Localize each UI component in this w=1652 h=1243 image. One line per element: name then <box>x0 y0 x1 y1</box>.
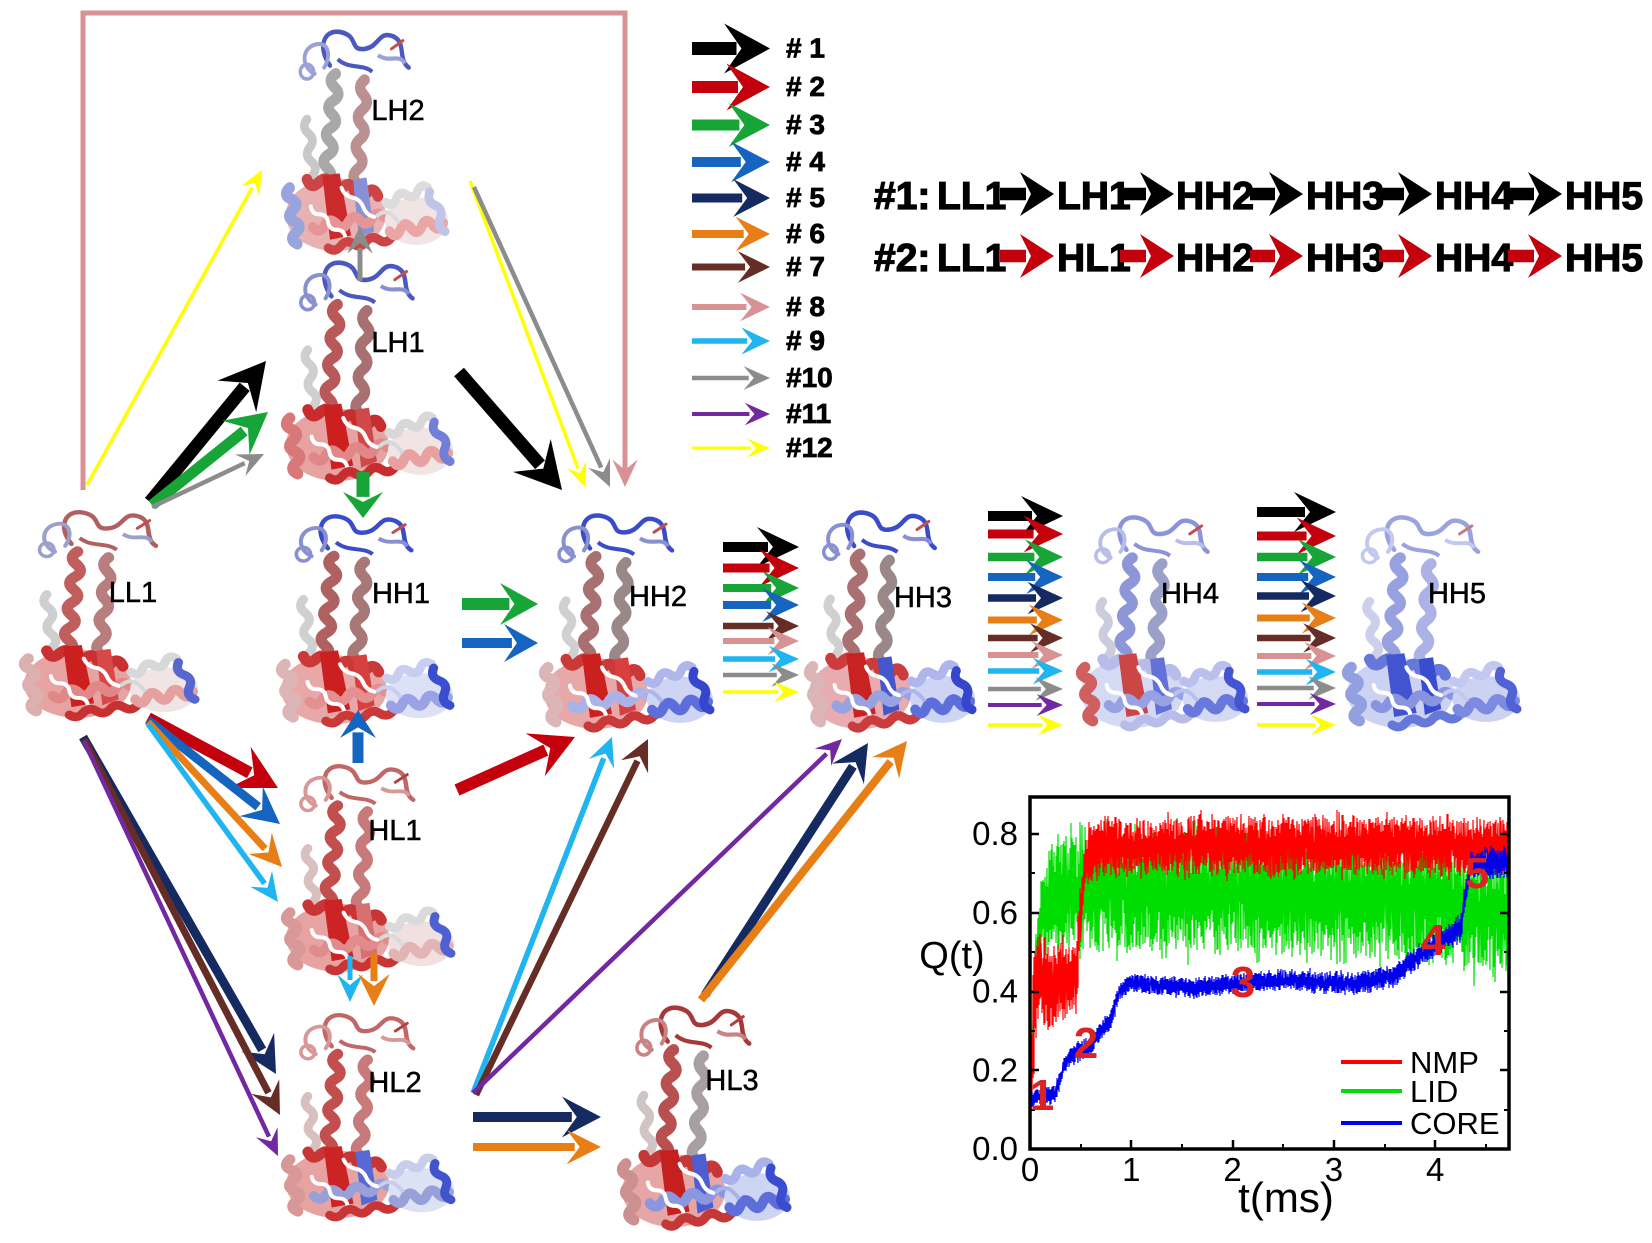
svg-text:HH2: HH2 <box>1176 237 1254 280</box>
svg-text:HH1: HH1 <box>372 578 430 610</box>
svg-text:#1:: #1: <box>874 175 930 218</box>
svg-text:0.8: 0.8 <box>972 815 1018 852</box>
svg-text:# 2: # 2 <box>786 71 825 102</box>
svg-text:HH2: HH2 <box>629 581 687 613</box>
svg-text:#12: #12 <box>786 432 833 463</box>
svg-text:LH1: LH1 <box>371 327 424 359</box>
svg-text:HH5: HH5 <box>1565 237 1643 280</box>
svg-text:LH2: LH2 <box>371 95 424 127</box>
svg-text:HH5: HH5 <box>1428 578 1486 610</box>
svg-text:Q(t): Q(t) <box>919 935 984 977</box>
svg-text:HH5: HH5 <box>1565 175 1643 218</box>
svg-text:4: 4 <box>1421 916 1446 965</box>
svg-text:1: 1 <box>1122 1151 1140 1188</box>
svg-text:HH4: HH4 <box>1435 175 1513 218</box>
svg-text:LL1: LL1 <box>109 577 157 609</box>
svg-text:HL3: HL3 <box>705 1065 758 1097</box>
svg-text:# 1: # 1 <box>786 33 825 64</box>
svg-text:HL1: HL1 <box>1057 237 1131 280</box>
svg-text:# 5: # 5 <box>786 182 825 213</box>
svg-text:HL2: HL2 <box>368 1067 421 1099</box>
svg-text:2: 2 <box>1223 1151 1241 1188</box>
svg-text:0: 0 <box>1021 1151 1039 1188</box>
svg-text:3: 3 <box>1325 1151 1343 1188</box>
svg-text:t(ms): t(ms) <box>1238 1174 1334 1221</box>
svg-text:# 8: # 8 <box>786 291 825 322</box>
svg-text:# 7: # 7 <box>786 251 825 282</box>
svg-text:0.4: 0.4 <box>972 973 1018 1010</box>
svg-text:HH3: HH3 <box>894 582 952 614</box>
svg-text:NMP: NMP <box>1410 1045 1479 1080</box>
svg-text:HH3: HH3 <box>1306 175 1384 218</box>
svg-text:CORE: CORE <box>1410 1106 1500 1141</box>
svg-text:# 4: # 4 <box>786 146 825 177</box>
svg-text:HH4: HH4 <box>1161 578 1219 610</box>
svg-text:0.2: 0.2 <box>972 1051 1018 1088</box>
svg-text:#11: #11 <box>786 398 831 429</box>
svg-text:#2:: #2: <box>874 237 930 280</box>
svg-text:1: 1 <box>1030 1071 1054 1120</box>
svg-text:# 3: # 3 <box>786 109 825 140</box>
svg-text:LL1: LL1 <box>937 237 1006 280</box>
svg-text:LL1: LL1 <box>937 175 1006 218</box>
svg-text:HH2: HH2 <box>1176 175 1254 218</box>
svg-text:LH1: LH1 <box>1057 175 1131 218</box>
svg-text:#10: #10 <box>786 362 833 393</box>
svg-text:HH4: HH4 <box>1435 237 1513 280</box>
svg-text:2: 2 <box>1074 1019 1098 1068</box>
svg-text:0.0: 0.0 <box>972 1130 1018 1167</box>
svg-text:HL1: HL1 <box>368 815 421 847</box>
svg-text:3: 3 <box>1231 958 1255 1007</box>
svg-text:# 6: # 6 <box>786 218 825 249</box>
svg-text:4: 4 <box>1426 1151 1444 1188</box>
svg-text:0.6: 0.6 <box>972 894 1018 931</box>
svg-text:# 9: # 9 <box>786 325 825 356</box>
svg-text:LID: LID <box>1410 1074 1458 1109</box>
svg-text:HH3: HH3 <box>1306 237 1384 280</box>
svg-text:5: 5 <box>1465 849 1489 898</box>
